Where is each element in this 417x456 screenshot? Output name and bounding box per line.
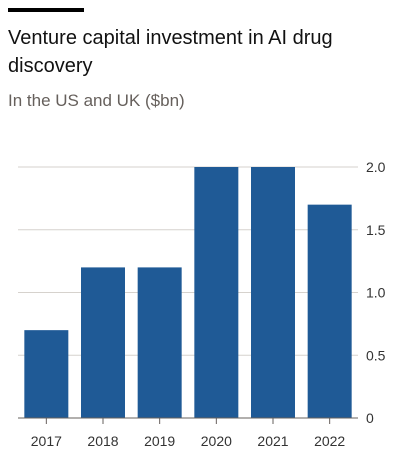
x-tick-label: 2018: [87, 433, 118, 449]
y-axis-ticks: 0 0.5 1.0 1.5 2.0: [366, 159, 386, 426]
bars: [24, 167, 352, 418]
y-tick-label: 0.5: [366, 347, 386, 363]
bar-2020: [194, 167, 239, 418]
bar-2022: [307, 204, 352, 418]
gridlines: [18, 166, 358, 356]
y-tick-label: 1.5: [366, 222, 386, 238]
x-tick-label: 2017: [31, 433, 62, 449]
bar-2018: [81, 267, 125, 418]
top-rule: [8, 8, 84, 12]
bar-2017: [24, 330, 69, 418]
y-tick-label: 1.0: [366, 285, 386, 301]
chart-title: Venture capital investment in AI drug di…: [8, 27, 333, 77]
x-tick-label: 2020: [201, 433, 232, 449]
x-axis-ticks: 2017 2018 2019 2020 2021 2022: [31, 418, 345, 449]
chart-subtitle: In the US and UK ($bn): [8, 91, 185, 110]
x-tick-label: 2019: [144, 433, 175, 449]
x-tick-label: 2022: [314, 433, 345, 449]
bar-2021: [251, 167, 295, 418]
y-tick-label: 0: [366, 410, 374, 426]
bar-2019: [137, 267, 182, 418]
x-tick-label: 2021: [257, 433, 288, 449]
y-tick-label: 2.0: [366, 159, 386, 175]
